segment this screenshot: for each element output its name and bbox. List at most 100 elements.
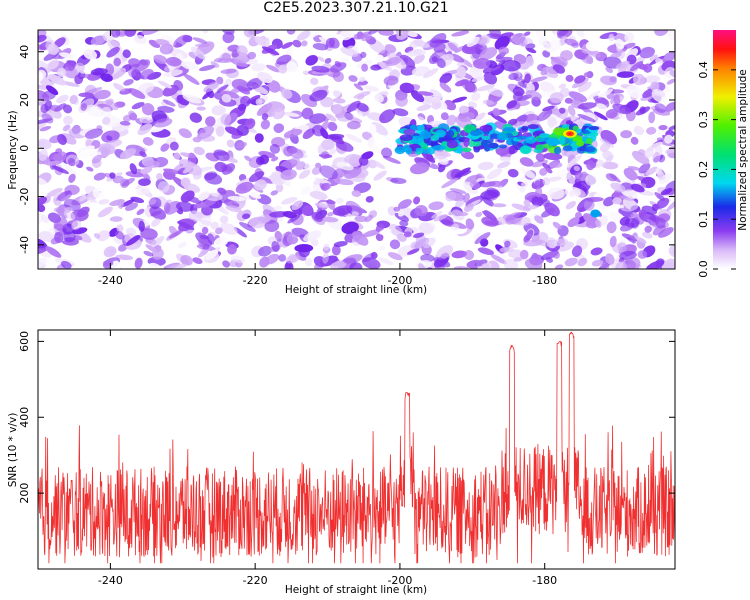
heatmap-cell [270, 190, 279, 196]
heatmap-cell [97, 206, 113, 218]
signal-track-cell [403, 128, 416, 136]
heatmap-cell [205, 116, 216, 127]
heatmap-cell [47, 74, 67, 86]
heatmap-cell [534, 215, 544, 224]
heatmap-cell [571, 245, 583, 258]
heatmap-cell [248, 171, 265, 183]
heatmap-cell [347, 120, 361, 130]
heatmap-cell [613, 94, 621, 106]
heatmap-cell [239, 221, 256, 233]
heatmap-cell [567, 217, 580, 228]
heatmap-cell [574, 75, 586, 84]
heatmap-cell [654, 192, 665, 201]
heatmap-cell [348, 75, 358, 82]
heatmap-cell [38, 138, 52, 150]
heatmap-cell [578, 81, 592, 93]
heatmap-cell [303, 161, 312, 173]
heatmap-cell [295, 161, 306, 171]
heatmap-cell [666, 197, 675, 211]
heatmap-cell [236, 85, 251, 95]
heatmap-cell [365, 195, 374, 203]
heatmap-cell [57, 67, 67, 78]
signal-track-cell [588, 126, 600, 131]
heatmap-cell [658, 173, 672, 185]
heatmap-cell [595, 219, 602, 228]
heatmap-cell [340, 47, 359, 57]
snr-x-tick-label: -240 [98, 574, 123, 587]
heatmap-cell [302, 70, 309, 76]
heatmap-cell [374, 93, 384, 103]
snr-y-tick-label: 600 [18, 331, 31, 352]
heatmap-cell [367, 137, 375, 147]
heatmap-cell [361, 257, 381, 269]
heatmap-cell [332, 205, 353, 216]
heatmap-cell [544, 40, 562, 53]
spectrogram-x-tick-label: -240 [98, 274, 123, 287]
heatmap-cell [56, 94, 69, 104]
heatmap-cell [313, 34, 323, 43]
spectrogram-x-axis-label: Height of straight line (km) [285, 284, 427, 296]
chart-title: C2E5.2023.307.21.10.G21 [263, 0, 449, 16]
heatmap-cell [637, 250, 648, 259]
heatmap-cell [188, 210, 203, 222]
heatmap-cell [128, 68, 136, 78]
signal-track-cell [572, 125, 580, 131]
heatmap-cell [201, 226, 209, 235]
heatmap-cell [421, 95, 434, 106]
heatmap-cell [324, 182, 332, 190]
heatmap-cell [140, 228, 158, 240]
heatmap-cell [661, 258, 675, 269]
signal-track-cell [516, 135, 529, 140]
heatmap-cell [296, 30, 311, 41]
heatmap-cell [345, 134, 363, 143]
heatmap-cell [219, 215, 229, 224]
heatmap-cell [406, 49, 427, 57]
heatmap-cell [430, 96, 441, 103]
heatmap-cell [278, 254, 287, 262]
heatmap-cell [286, 61, 298, 73]
heatmap-cell [331, 244, 341, 256]
heatmap-cell [286, 233, 298, 245]
heatmap-cell [198, 64, 216, 72]
heatmap-cell [281, 88, 293, 100]
heatmap-cell [477, 247, 494, 255]
snr-y-axis-label: SNR (10 * v/v) [7, 413, 19, 488]
heatmap-cell [615, 60, 630, 70]
heatmap-cell [101, 59, 110, 65]
heatmap-cell [558, 36, 568, 46]
heatmap-cell [577, 102, 597, 110]
signal-track-cell [519, 145, 532, 155]
heatmap-cell [38, 212, 44, 224]
snr-series-line [38, 331, 675, 564]
heatmap-cell [624, 217, 639, 228]
heatmap-cell [360, 51, 367, 59]
heatmap-cell [378, 61, 393, 71]
heatmap-cell [409, 162, 430, 175]
heatmap-cell [103, 246, 117, 258]
heatmap-cell [490, 113, 508, 124]
heatmap-cell [455, 79, 469, 87]
heatmap-cell [192, 37, 208, 44]
heatmap-cell [668, 125, 675, 131]
heatmap-cell [530, 76, 548, 83]
heatmap-cell [352, 231, 369, 246]
signal-track-cell [446, 130, 455, 138]
heatmap-cell [119, 120, 131, 126]
heatmap-cell [351, 211, 359, 217]
signal-track-cell [585, 137, 593, 146]
heatmap-cell [50, 236, 61, 245]
heatmap-cell [97, 230, 110, 242]
heatmap-cell [291, 200, 304, 211]
spectrogram-y-tick-label: 20 [18, 93, 31, 107]
heatmap-cell [492, 203, 507, 208]
heatmap-cell [461, 44, 479, 55]
heatmap-cell [110, 30, 121, 38]
heatmap-cell [664, 134, 673, 144]
heatmap-cell [406, 31, 418, 38]
heatmap-cell [545, 167, 553, 174]
heatmap-cell [649, 54, 658, 61]
heatmap-cell [542, 66, 559, 79]
heatmap-cell [204, 172, 223, 185]
heatmap-cell [482, 99, 495, 105]
